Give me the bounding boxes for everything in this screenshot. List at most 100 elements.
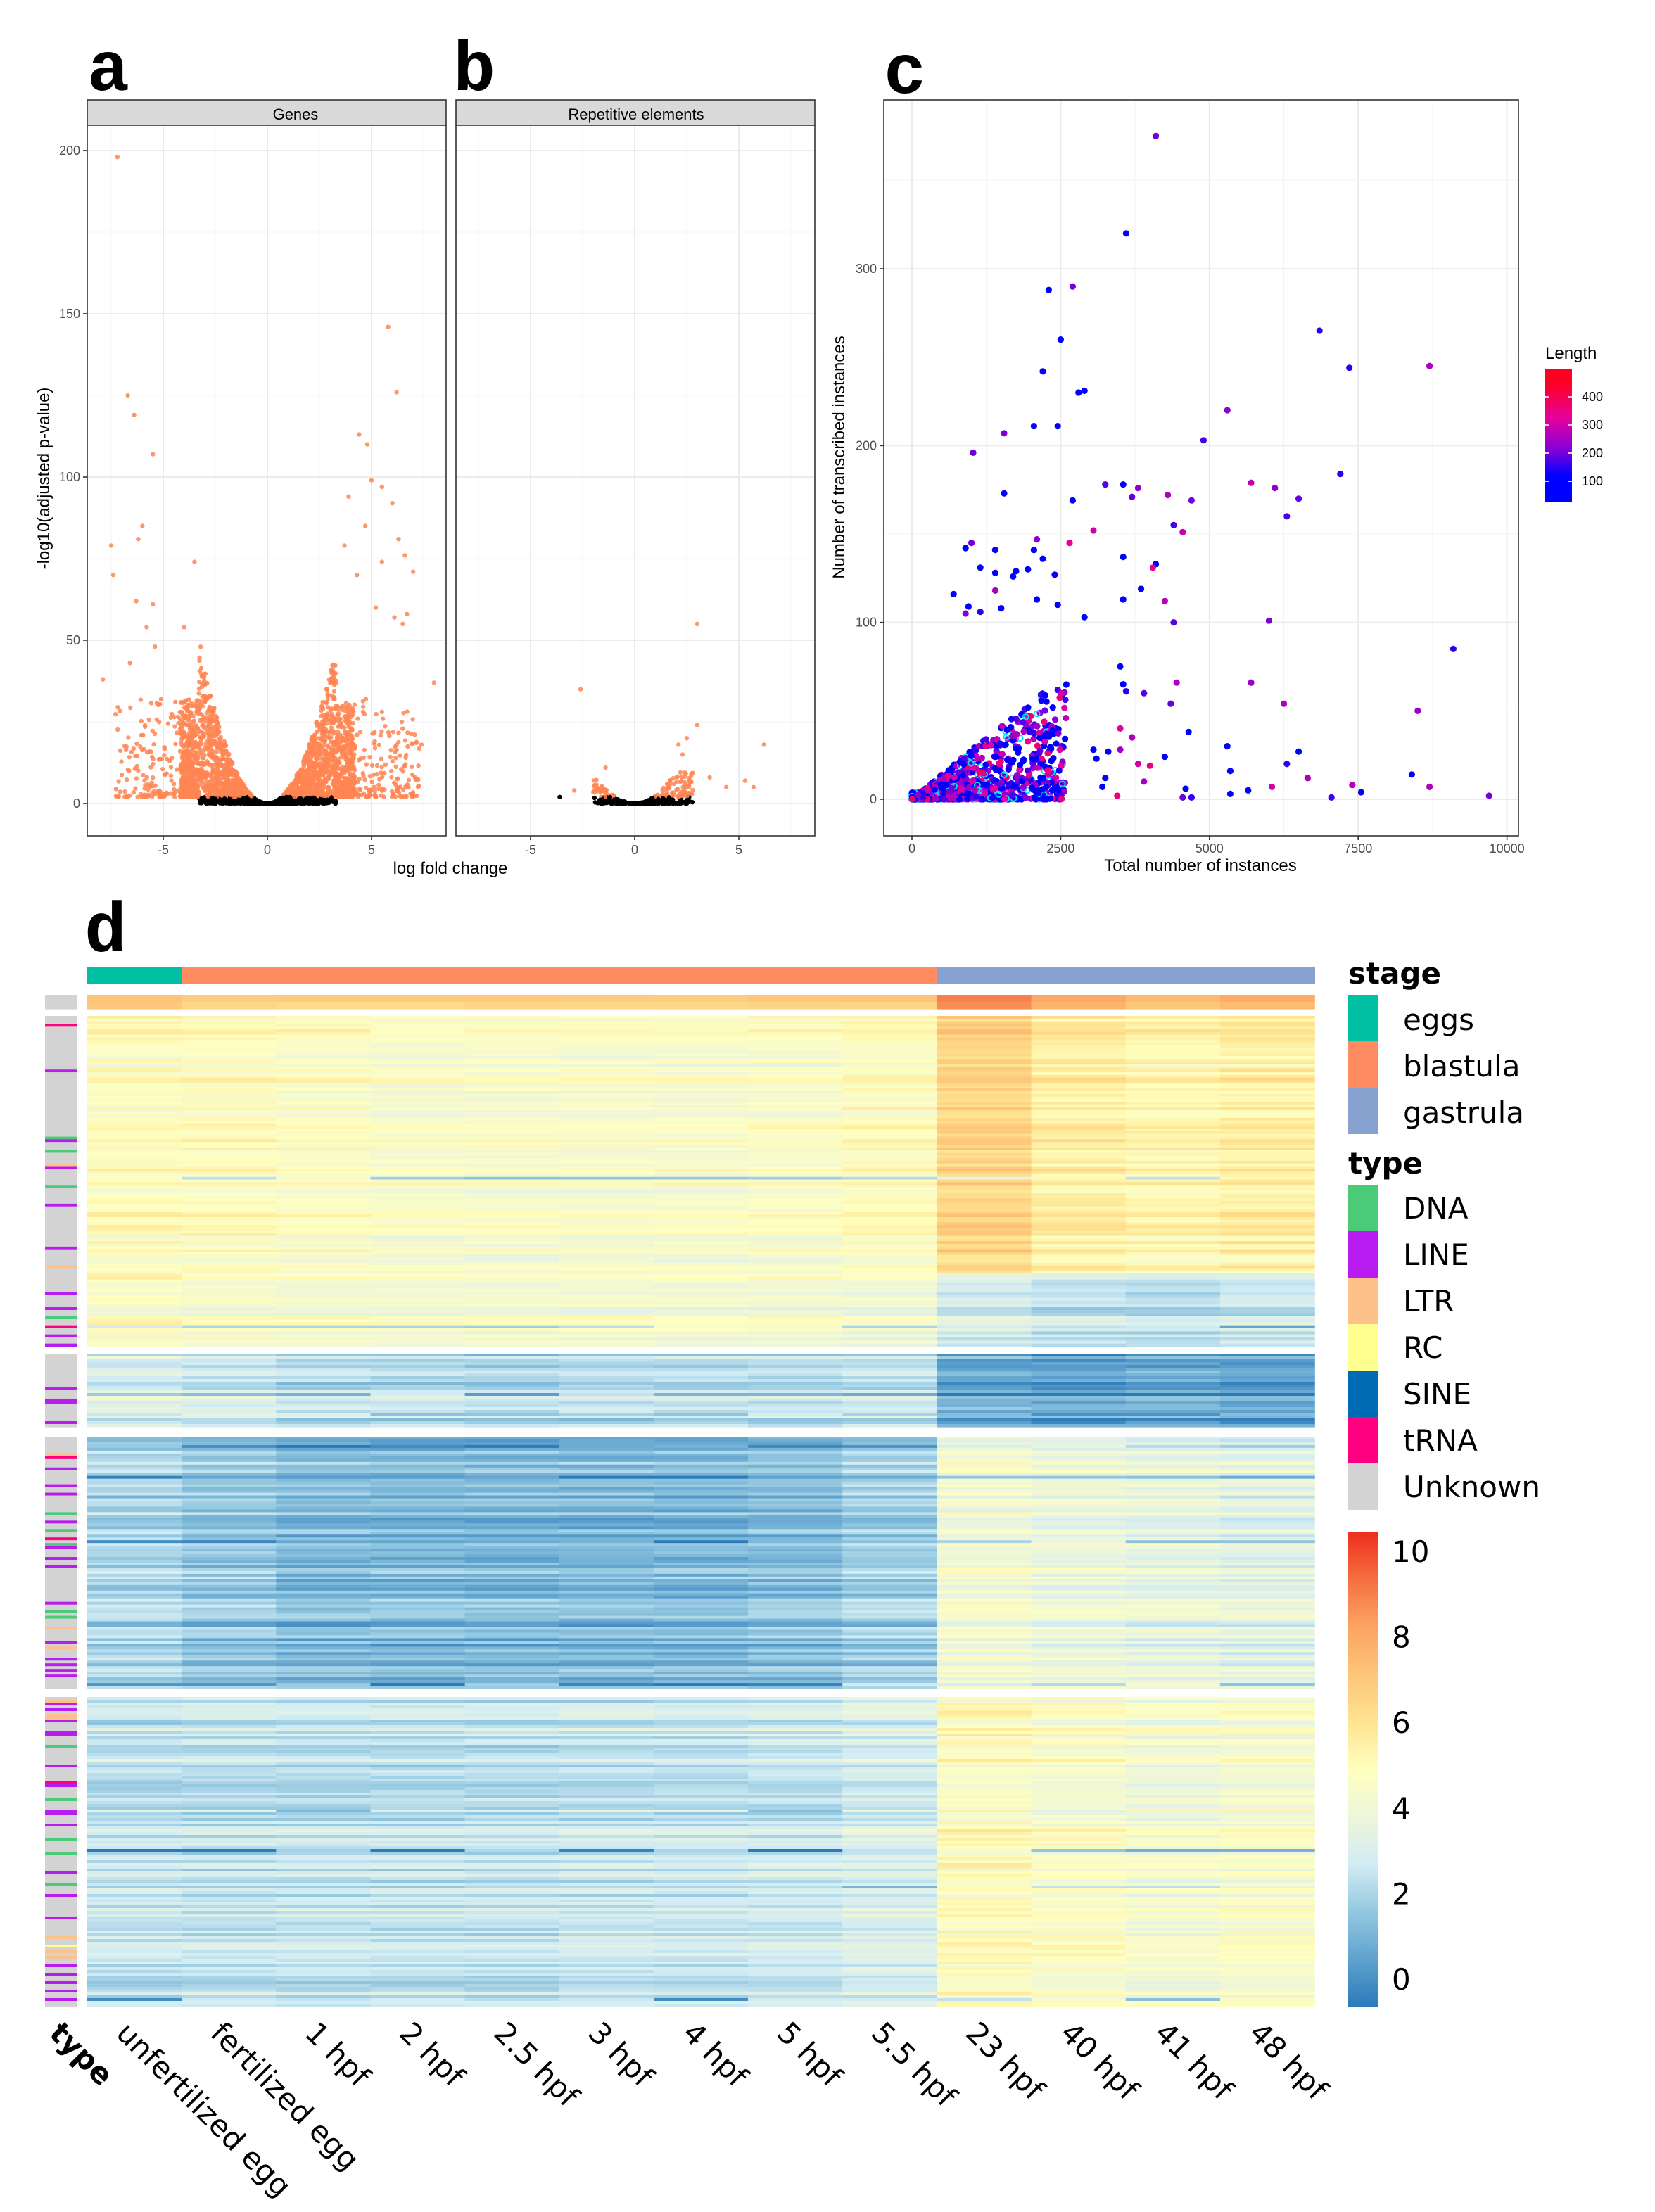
significant-point <box>223 749 229 754</box>
y-tick-label: 200 <box>59 144 80 158</box>
x-tick-label: 0 <box>631 843 638 857</box>
scatter-point <box>1054 423 1061 430</box>
significant-point <box>173 699 178 704</box>
scatter-point <box>1041 707 1048 714</box>
significant-point <box>229 792 234 798</box>
scatter-point <box>939 780 946 787</box>
scatter-point <box>1001 796 1008 803</box>
significant-point <box>687 780 692 785</box>
x-tick-label: -5 <box>525 843 536 857</box>
significant-point <box>197 655 202 660</box>
significant-point <box>338 722 343 727</box>
significant-point <box>191 727 196 733</box>
significant-point <box>116 779 121 784</box>
significant-point <box>215 773 220 778</box>
significant-point <box>400 621 405 626</box>
significant-point <box>145 794 150 799</box>
scatter-point <box>1008 716 1015 723</box>
significant-point <box>187 782 192 787</box>
significant-point <box>334 678 338 683</box>
significant-point <box>146 717 151 723</box>
significant-point <box>345 761 350 766</box>
significant-point <box>358 729 363 735</box>
significant-point <box>119 773 125 777</box>
significant-point <box>350 720 355 726</box>
scatter-point <box>1039 368 1046 375</box>
scatter-point <box>992 754 999 761</box>
significant-point <box>742 778 748 783</box>
scatter-point <box>1224 407 1231 414</box>
significant-point <box>143 724 148 730</box>
scatter-point <box>1090 527 1097 534</box>
significant-point <box>751 784 756 790</box>
significant-point <box>355 716 360 721</box>
significant-point <box>196 792 201 796</box>
significant-point <box>664 792 668 797</box>
significant-point <box>196 768 201 773</box>
significant-point <box>351 779 356 784</box>
scatter-point <box>972 787 979 794</box>
significant-point <box>198 762 203 767</box>
significant-point <box>326 730 331 735</box>
significant-point <box>210 775 215 780</box>
significant-point <box>369 763 375 768</box>
significant-point <box>599 784 604 790</box>
significant-point <box>390 759 395 764</box>
significant-point <box>394 788 400 794</box>
significant-point <box>315 787 320 792</box>
significant-point <box>353 745 357 750</box>
significant-point <box>182 776 186 781</box>
nonsignificant-point <box>677 800 682 805</box>
facet-strip <box>87 99 447 126</box>
significant-point <box>331 720 336 726</box>
significant-point <box>336 747 341 753</box>
scatter-point <box>1052 716 1059 723</box>
significant-point <box>331 740 336 745</box>
significant-point <box>411 569 416 574</box>
scatter-point <box>1036 735 1044 742</box>
significant-point <box>572 788 577 793</box>
significant-point <box>372 746 378 751</box>
scatter-point <box>1272 485 1279 492</box>
significant-point <box>182 625 186 630</box>
significant-point <box>200 723 205 728</box>
significant-point <box>331 682 337 687</box>
scatter-point <box>1034 723 1041 730</box>
significant-point <box>110 573 116 578</box>
significant-point <box>666 785 671 790</box>
significant-point <box>168 765 174 770</box>
significant-point <box>118 789 122 794</box>
significant-point <box>151 761 156 767</box>
scatter-point <box>1056 746 1063 754</box>
significant-point <box>724 784 729 790</box>
scatter-point <box>970 449 977 457</box>
scatter-point <box>940 796 947 803</box>
significant-point <box>184 755 190 760</box>
scatter-point <box>933 795 940 802</box>
significant-point <box>293 784 298 789</box>
significant-point <box>366 794 372 799</box>
significant-point <box>373 605 379 610</box>
significant-point <box>127 768 132 773</box>
significant-point <box>382 787 387 792</box>
significant-point <box>389 768 394 774</box>
nonsignificant-point <box>660 796 666 801</box>
scatter-point <box>1346 364 1353 371</box>
significant-point <box>369 780 374 784</box>
scatter-point <box>997 758 1004 765</box>
significant-point <box>192 559 197 564</box>
scatter-point <box>1153 132 1160 139</box>
significant-point <box>165 792 170 796</box>
significant-point <box>165 756 170 762</box>
scatter-point <box>1044 750 1051 757</box>
scatter-point <box>956 796 963 803</box>
significant-point <box>201 770 206 776</box>
significant-point <box>184 713 189 718</box>
significant-point <box>202 681 207 686</box>
significant-point <box>116 794 121 799</box>
significant-point <box>387 733 392 739</box>
significant-point <box>352 702 357 707</box>
significant-point <box>350 756 355 761</box>
